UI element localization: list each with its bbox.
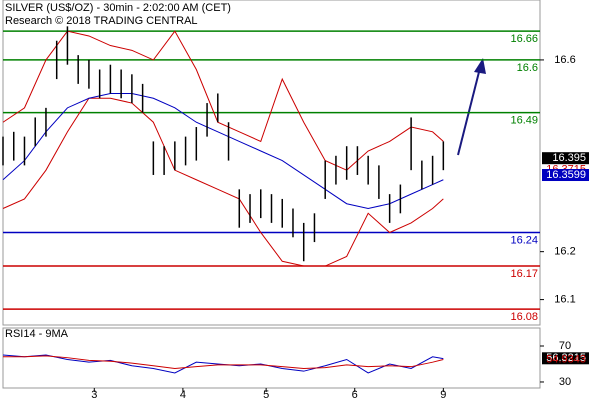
y-tick-label: 70 (559, 340, 571, 352)
level-label: 16.66 (510, 33, 538, 45)
price-label: 16.395 (552, 152, 586, 164)
level-label: 16.49 (510, 115, 538, 127)
price-label: 56.3215 (546, 352, 586, 364)
x-tick-label: 6 (352, 389, 358, 400)
y-tick-label: 16.2 (554, 246, 575, 258)
x-tick-label: 4 (180, 389, 186, 400)
rsi-title: RSI14 - 9MA (5, 328, 69, 340)
arrow-shaft (457, 67, 481, 156)
arrow-head (474, 58, 486, 74)
chart-title: SILVER (US$/OZ) - 30min - 2:02:00 AM (CE… (5, 2, 231, 14)
rsi-panel (2, 327, 541, 389)
band-line (2, 97, 444, 267)
price-label: 16.3599 (546, 169, 586, 181)
x-tick-label: 5 (263, 389, 269, 400)
price-label-box (542, 169, 589, 182)
price-label: 54.9343 (546, 353, 586, 365)
price-panel (2, 0, 541, 326)
rsi-line (3, 355, 444, 369)
chart-subtitle: Research © 2018 TRADING CENTRAL (5, 15, 198, 27)
level-label: 16.24 (510, 234, 538, 246)
price-label-box (542, 152, 589, 165)
level-label: 16.08 (510, 311, 538, 323)
band-line (2, 30, 444, 171)
price-label-box (542, 352, 589, 365)
y-tick-label: 30 (559, 376, 571, 388)
y-tick-label: 16.6 (554, 54, 575, 66)
level-label: 16.6 (517, 62, 538, 74)
level-label: 16.17 (510, 268, 538, 280)
x-tick-label: 9 (440, 389, 446, 400)
y-tick-label: 16.1 (554, 294, 575, 306)
x-tick-label: 3 (91, 389, 97, 400)
